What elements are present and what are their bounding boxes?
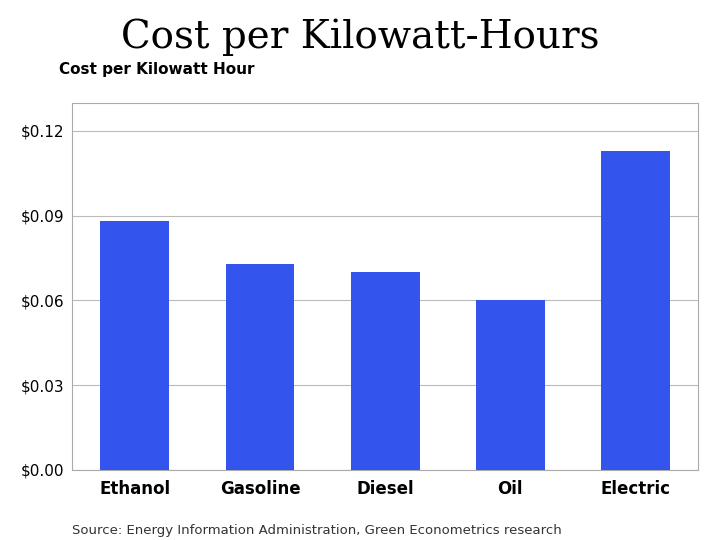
Bar	[101, 221, 169, 470]
Bar	[225, 264, 294, 470]
Text: Cost per Kilowatt Hour: Cost per Kilowatt Hour	[60, 62, 255, 77]
Bar	[351, 272, 420, 470]
Bar	[476, 300, 545, 470]
Text: Source: Energy Information Administration, Green Econometrics research: Source: Energy Information Administratio…	[72, 524, 562, 537]
Text: Cost per Kilowatt-Hours: Cost per Kilowatt-Hours	[121, 19, 599, 56]
Bar	[601, 151, 670, 470]
